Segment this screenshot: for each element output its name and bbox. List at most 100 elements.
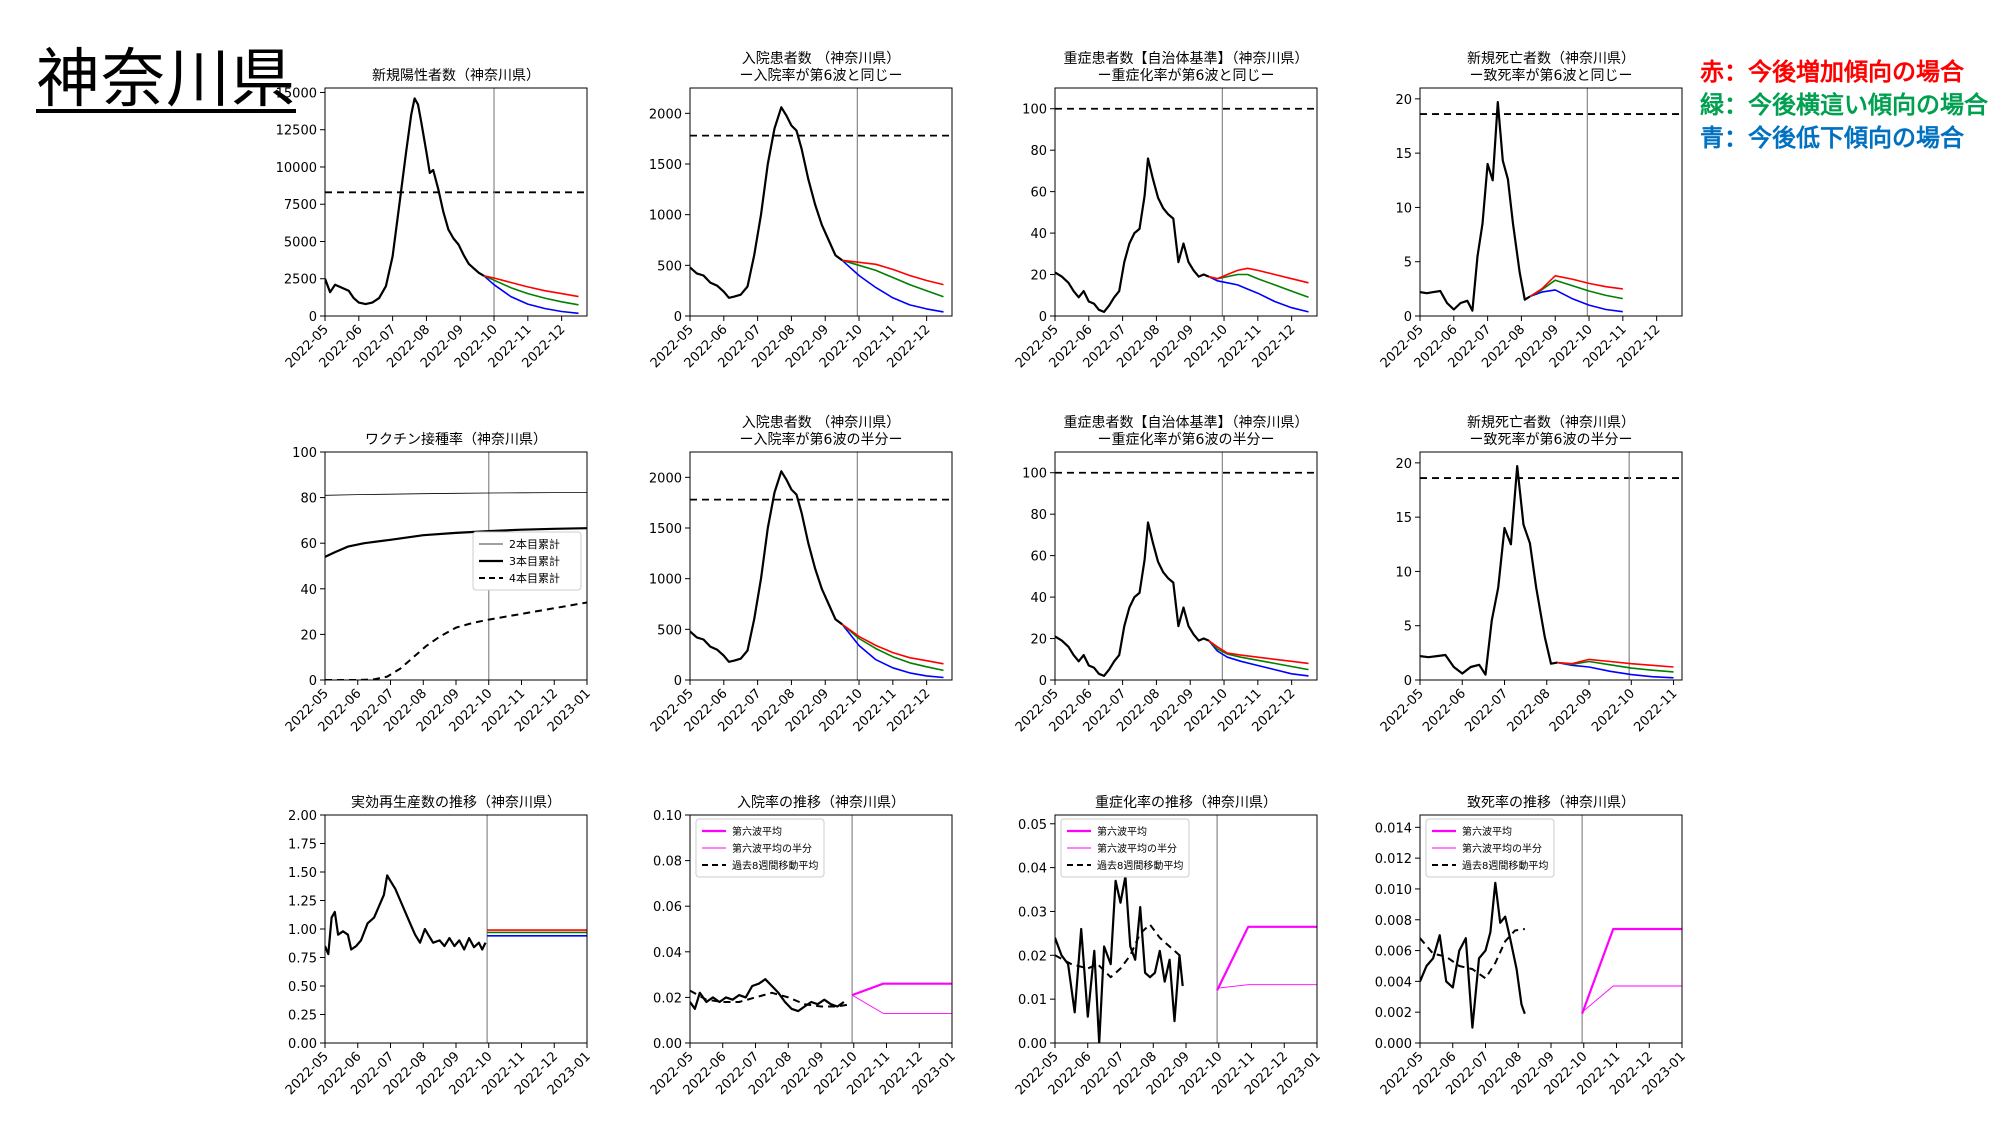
y-tick-label: 10 [1395, 201, 1412, 216]
series-actual [1055, 157, 1210, 313]
y-tick-label: 0.012 [1375, 852, 1412, 867]
y-tick-label: 0.014 [1375, 821, 1412, 836]
x-tick-label: 2022-06 [1420, 686, 1469, 735]
y-tick-label: 0.03 [1018, 905, 1047, 920]
series-actual [1420, 881, 1526, 1029]
chart-title: ー重症化率が第6波と同じー [1098, 67, 1275, 84]
y-tick-label: 0.00 [653, 1037, 682, 1052]
y-tick-label: 60 [300, 537, 317, 552]
legend-frame [695, 818, 825, 878]
y-tick-label: 0.010 [1375, 883, 1412, 898]
chart-panel-7: 重症患者数【自治体基準】（神奈川県）ー重症化率が第6波の半分ー 0 20 40 60 80… [1013, 414, 1318, 735]
chart-title: 入院患者数 （神奈川県） [742, 51, 900, 67]
y-tick-label: 0.004 [1375, 975, 1412, 990]
series-decrease [483, 275, 579, 315]
series-ma8 [1055, 923, 1181, 979]
series-increase [1208, 639, 1309, 665]
chart-title: 新規陽性者数（神奈川県） [372, 68, 540, 84]
y-tick-label: 20 [1395, 93, 1412, 108]
chart-panel-9: 実効再生産数の推移（神奈川県） 0.00 0.25 0.50 0.75 1.00 1.25 1… [283, 795, 594, 1098]
plot-area [690, 452, 952, 680]
chart-title: 重症患者数【自治体基準】（神奈川県） [1064, 50, 1309, 67]
y-tick-label: 20 [300, 628, 317, 643]
chart-legend: 2本目累計 3本目累計 4本目累計 [472, 531, 582, 591]
y-tick-label: 0.10 [653, 809, 682, 824]
y-tick-label: 7500 [284, 198, 317, 213]
chart-panel-3: 重症患者数【自治体基準】（神奈川県）ー重症化率が第6波と同じー 0 20 40 60 80… [1013, 50, 1318, 371]
series-increase [1557, 658, 1674, 668]
series-dose2 [325, 492, 587, 496]
y-tick-label: 0.50 [288, 980, 317, 995]
legend-label: 過去8週間移動平均 [1097, 859, 1183, 872]
y-tick-label: 0 [309, 310, 317, 325]
chart-title: ー入院率が第6波と同じー [740, 67, 903, 84]
series-decrease [1557, 661, 1674, 679]
y-tick-label: 0.002 [1375, 1006, 1412, 1021]
plot-frame [1419, 814, 1683, 1044]
series-flat [841, 259, 944, 298]
y-tick-label: 15 [1395, 511, 1412, 526]
plot-frame [1054, 451, 1318, 681]
x-tick-label: 2022-09 [1547, 686, 1596, 735]
chart-title: 重症化率の推移（神奈川県） [1095, 794, 1277, 811]
legend-label: 第六波平均の半分 [1097, 842, 1177, 855]
series-actual [1055, 521, 1210, 677]
y-tick-label: 0.04 [1018, 862, 1047, 877]
series-flat [1529, 279, 1623, 300]
y-tick-label: 15000 [276, 86, 317, 101]
y-tick-label: 0 [1039, 674, 1047, 689]
y-tick-label: 1500 [649, 522, 682, 537]
series-increase [483, 275, 579, 298]
y-tick-label: 5000 [284, 235, 317, 250]
y-tick-label: 1000 [649, 209, 682, 224]
chart-title: 重症患者数【自治体基準】（神奈川県） [1064, 414, 1309, 431]
y-tick-label: 20 [1030, 269, 1047, 284]
plot-area [325, 815, 587, 1043]
legend-label: 第六波平均 [732, 825, 782, 838]
y-tick-label: 0 [1404, 674, 1412, 689]
y-tick-label: 1500 [649, 158, 682, 173]
series-flat [841, 623, 944, 672]
y-tick-label: 40 [300, 583, 317, 598]
plot-frame [324, 814, 588, 1044]
y-tick-label: 40 [1030, 591, 1047, 606]
y-tick-label: 0 [674, 674, 682, 689]
plot-area [1055, 452, 1317, 680]
legend-decrease: 青：今後低下傾向の場合 [1700, 124, 1964, 152]
plot-area [1420, 452, 1682, 680]
plot-area [1420, 815, 1682, 1043]
plot-frame [689, 451, 953, 681]
y-tick-label: 100 [1022, 103, 1047, 118]
y-tick-label: 1.75 [288, 838, 317, 853]
y-tick-label: 0 [1039, 310, 1047, 325]
y-tick-label: 1.25 [288, 895, 317, 910]
legend-flat: 緑：今後横這い傾向の場合 [1700, 91, 1988, 119]
y-tick-label: 0.06 [653, 900, 682, 915]
y-tick-label: 5 [1404, 256, 1412, 271]
chart-panel-6: 入院患者数 （神奈川県）ー入院率が第6波の半分ー 0 500 1000 1500 2000… [648, 415, 953, 735]
y-tick-label: 0.05 [1018, 818, 1047, 833]
x-tick-label: 2022-08 [1505, 686, 1554, 735]
series-increase [1529, 275, 1623, 298]
chart-title: 致死率の推移（神奈川県） [1467, 794, 1635, 811]
y-tick-label: 0.00 [1018, 1037, 1047, 1052]
y-tick-label: 0.08 [653, 855, 682, 870]
chart-title: 入院患者数 （神奈川県） [742, 415, 900, 431]
y-tick-label: 500 [657, 623, 682, 638]
plot-area [1055, 88, 1317, 316]
series-actual [1420, 101, 1531, 312]
y-tick-label: 40 [1030, 227, 1047, 242]
plot-frame [1054, 814, 1318, 1044]
legend-label: 第六波平均 [1097, 825, 1147, 838]
series-flat [483, 275, 579, 306]
chart-title: ー致死率が第6波と同じー [1470, 67, 1633, 84]
x-tick-label: 2022-11 [1631, 686, 1680, 735]
series-actual [325, 97, 485, 306]
series-actual [325, 874, 487, 956]
x-tick-label: 2022-07 [1462, 686, 1511, 735]
legend-label: 第六波平均 [1462, 825, 1512, 838]
legend-label: 第六波平均の半分 [732, 842, 812, 855]
series-wave6 [1581, 927, 1682, 1015]
plot-frame [324, 87, 588, 317]
